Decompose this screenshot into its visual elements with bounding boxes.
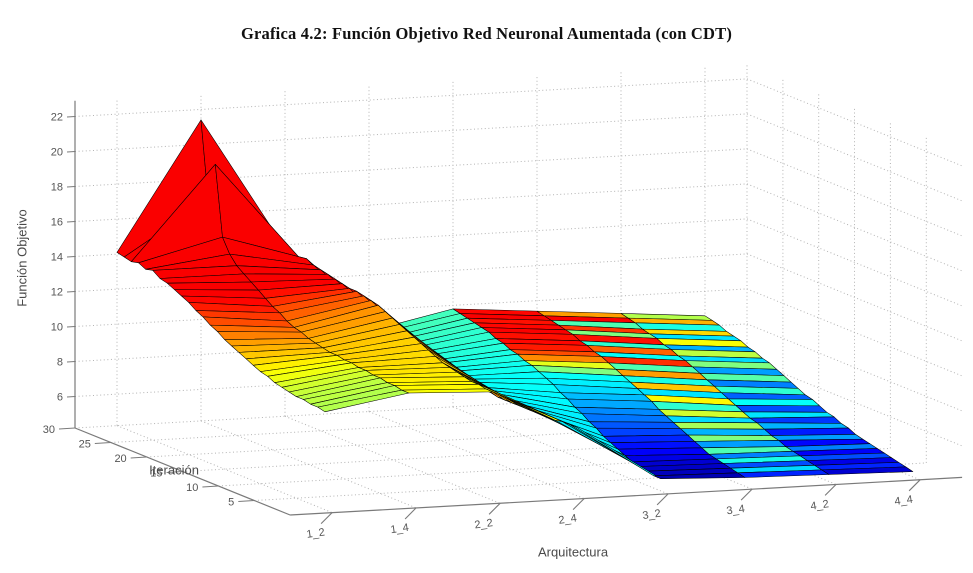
- svg-text:20: 20: [51, 147, 63, 159]
- svg-text:4_2: 4_2: [810, 498, 830, 512]
- y-axis-label: Iteración: [149, 462, 199, 478]
- svg-text:14: 14: [51, 252, 63, 264]
- svg-text:18: 18: [51, 182, 63, 194]
- svg-text:1_4: 1_4: [390, 522, 410, 536]
- svg-text:25: 25: [79, 439, 91, 451]
- x-axis-label: Arquitectura: [537, 544, 609, 560]
- svg-text:12: 12: [51, 287, 63, 299]
- svg-text:16: 16: [51, 217, 63, 229]
- svg-text:3_2: 3_2: [642, 508, 662, 522]
- svg-text:5: 5: [228, 497, 234, 509]
- svg-text:1_2: 1_2: [306, 526, 326, 540]
- svg-text:22: 22: [51, 112, 63, 124]
- svg-text:8: 8: [57, 357, 63, 369]
- chart-title: Grafica 4.2: Función Objetivo Red Neuron…: [240, 24, 733, 43]
- svg-text:6: 6: [57, 392, 63, 404]
- svg-text:4_4: 4_4: [894, 494, 914, 508]
- svg-text:10: 10: [186, 482, 198, 494]
- svg-text:3_4: 3_4: [726, 503, 746, 517]
- svg-text:15: 15: [150, 468, 162, 480]
- svg-text:30: 30: [43, 424, 55, 436]
- svg-text:2_4: 2_4: [558, 512, 578, 526]
- svg-text:20: 20: [114, 453, 126, 465]
- svg-text:2_2: 2_2: [474, 517, 494, 531]
- z-axis-label: Función Objetivo: [14, 209, 30, 307]
- svg-text:10: 10: [51, 322, 63, 334]
